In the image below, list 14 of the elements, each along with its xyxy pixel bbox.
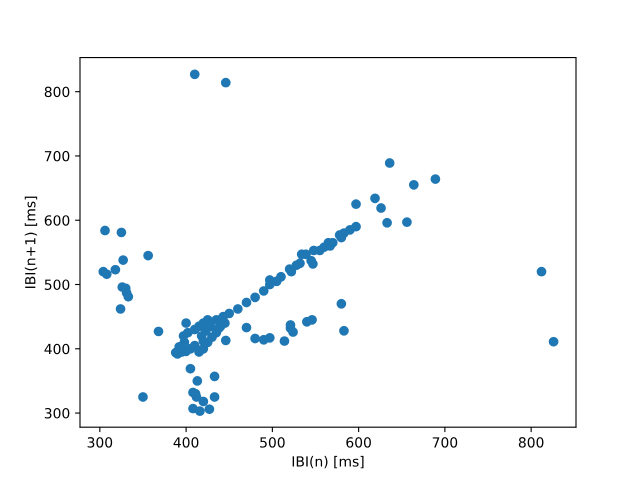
x-tick-label: 300	[88, 437, 112, 448]
x-axis-title: IBI(n) [ms]	[292, 456, 364, 468]
x-tick-label: 500	[260, 437, 285, 448]
x-tick-label: 700	[432, 437, 458, 448]
y-tick-label: 400	[44, 344, 70, 354]
x-tick-label: 800	[518, 437, 544, 448]
y-tick-label: 600	[44, 215, 70, 226]
y-axis-title: IBI(n+1) [ms]	[24, 196, 38, 288]
x-tick-label: 400	[174, 437, 198, 448]
y-tick-label: 500	[44, 279, 70, 290]
x-tick-label: 600	[346, 437, 371, 448]
y-tick-label: 300	[44, 408, 70, 419]
y-tick-label: 700	[44, 150, 70, 162]
y-tick-label: 800	[44, 86, 70, 98]
